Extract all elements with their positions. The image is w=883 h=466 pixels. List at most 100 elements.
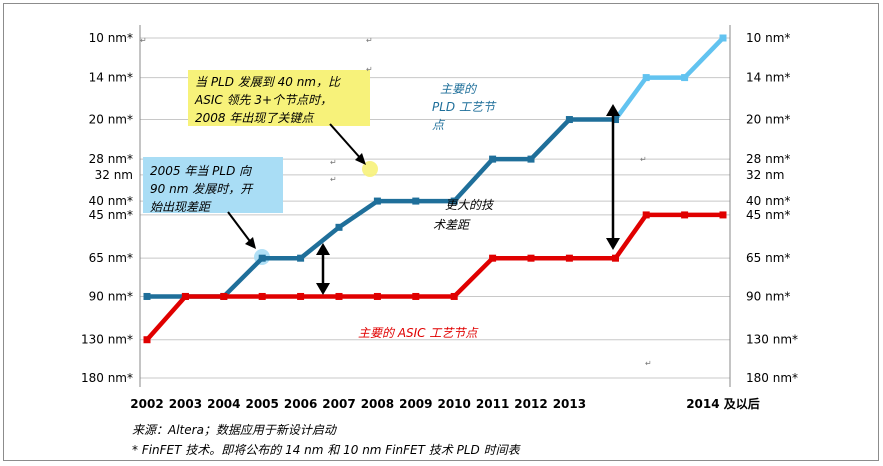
finfet-note: * FinFET 技术。即将公布的 14 nm 和 10 nm FinFET 技… xyxy=(132,443,522,457)
data-point xyxy=(565,116,573,124)
x-tick-label: 2006 xyxy=(284,397,317,411)
y-tick-label-right: 45 nm* xyxy=(746,208,790,222)
series-line-future-0 xyxy=(613,36,725,121)
x-axis-ticks: 2002 2003 2004 2005 2006 2007 2008 2009 2010 2011… xyxy=(130,396,759,411)
para-mark: ↵ xyxy=(330,175,337,184)
x-tick-label: 2014 及以后 xyxy=(686,396,760,411)
data-point xyxy=(611,254,619,262)
data-point xyxy=(373,197,381,205)
para-mark: ↵ xyxy=(366,65,373,74)
callout-2005-box xyxy=(143,157,283,213)
pld-series-label-3: 点 xyxy=(432,118,446,132)
data-point xyxy=(489,254,497,262)
y-tick-label-right: 65 nm* xyxy=(746,251,790,265)
para-mark: ↵ xyxy=(640,155,647,164)
callout-2005-line-2: 90 nm 发展时，开 xyxy=(150,182,254,196)
pld-series-label-1: 主要的 xyxy=(440,82,478,96)
y-tick-label-left: 45 nm* xyxy=(89,208,133,222)
data-point xyxy=(527,155,535,163)
x-tick-label: 2010 xyxy=(437,397,470,411)
y-tick-label-left: 65 nm* xyxy=(89,251,133,265)
y-tick-label-left: 32 nm xyxy=(95,168,133,182)
source-note: 来源：Altera；数据应用于新设计启动 xyxy=(132,423,338,437)
y-tick-label-right: 10 nm* xyxy=(746,31,790,45)
callout-2005-line-3: 始出现差距 xyxy=(150,200,212,214)
pld-series-label-2: PLD 工艺节 xyxy=(432,100,497,114)
data-point xyxy=(143,292,151,300)
data-point xyxy=(565,254,573,262)
data-point xyxy=(297,292,305,300)
data-point xyxy=(297,254,305,262)
data-point xyxy=(412,292,420,300)
x-tick-label: 2007 xyxy=(322,397,355,411)
callout-2008-line-2: ASIC 领先 3+个节点时， xyxy=(194,93,332,107)
y-tick-label-right: 28 nm* xyxy=(746,152,790,166)
data-point xyxy=(489,155,497,163)
callout-2008-line-3: 2008 年出现了关键点 xyxy=(195,111,315,125)
y-tick-label-left: 40 nm* xyxy=(89,194,133,208)
y-tick-label-right: 180 nm* xyxy=(746,371,798,385)
x-tick-label: 2013 xyxy=(553,397,586,411)
y-tick-label-left: 90 nm* xyxy=(89,289,133,303)
data-point xyxy=(719,34,727,42)
data-point xyxy=(527,254,535,262)
data-point xyxy=(335,223,343,231)
y-tick-label-right: 32 nm xyxy=(746,168,784,182)
x-tick-label: 2009 xyxy=(399,397,432,411)
callout-2008-pointer xyxy=(329,123,366,165)
y-axis-right-ticks: 10 nm* 14 nm* 20 nm* 28 nm* 32 nm 40 nm*45 nm… xyxy=(746,31,798,385)
x-tick-label: 2011 xyxy=(476,397,509,411)
x-tick-label: 2012 xyxy=(514,397,547,411)
x-tick-label: 2008 xyxy=(361,397,394,411)
gap-arrow-2007 xyxy=(316,243,330,295)
y-tick-label-right: 20 nm* xyxy=(746,113,790,127)
y-tick-label-right: 14 nm* xyxy=(746,71,790,85)
y-tick-label-left: 180 nm* xyxy=(81,371,133,385)
callout-2005-pointer xyxy=(227,211,256,249)
data-point xyxy=(181,292,189,300)
data-point xyxy=(719,211,727,219)
data-point xyxy=(143,336,151,344)
y-axis-left-ticks: 10 nm* 14 nm* 20 nm* 28 nm* 32 nm 40 nm*45 nm… xyxy=(81,31,133,385)
data-point xyxy=(681,74,689,82)
data-point xyxy=(611,116,619,124)
x-tick-label: 2005 xyxy=(245,397,278,411)
y-tick-label-left: 10 nm* xyxy=(89,31,133,45)
data-point xyxy=(681,211,689,219)
y-tick-label-left: 20 nm* xyxy=(89,113,133,127)
data-point xyxy=(412,197,420,205)
data-point xyxy=(642,74,650,82)
x-tick-label: 2002 xyxy=(130,397,163,411)
data-point xyxy=(450,197,458,205)
y-tick-label-right: 40 nm* xyxy=(746,194,790,208)
para-mark: ↵ xyxy=(330,158,337,167)
y-tick-label-right: 130 nm* xyxy=(746,333,798,347)
chart-frame xyxy=(3,3,879,461)
y-tick-label-left: 28 nm* xyxy=(89,152,133,166)
axes xyxy=(139,25,731,387)
series-line-1 xyxy=(145,212,723,342)
callout-2008-box xyxy=(188,70,370,126)
callout-2005-line-1: 2005 年当 PLD 向 xyxy=(150,164,252,178)
y-tick-label-left: 14 nm* xyxy=(89,71,133,85)
data-point xyxy=(335,292,343,300)
data-point xyxy=(450,292,458,300)
x-tick-label: 2004 xyxy=(207,397,240,411)
data-point xyxy=(373,292,381,300)
asic-series-label: 主要的 ASIC 工艺节点 xyxy=(358,326,479,340)
data-point xyxy=(642,211,650,219)
x-tick-label: 2003 xyxy=(169,397,202,411)
y-tick-label-right: 90 nm* xyxy=(746,289,790,303)
gap-label-2: 术差距 xyxy=(433,218,471,232)
para-mark: ↵ xyxy=(366,36,373,45)
callout-2008-line-1: 当 PLD 发展到 40 nm，比 xyxy=(195,75,341,89)
series-lines xyxy=(143,34,727,344)
gap-arrow-2014 xyxy=(606,104,620,250)
para-mark: ↵ xyxy=(140,36,147,45)
y-tick-label-left: 130 nm* xyxy=(81,333,133,347)
data-point xyxy=(258,292,266,300)
data-point xyxy=(220,292,228,300)
para-mark: ↵ xyxy=(645,359,652,368)
gap-label-1: 更大的技 xyxy=(445,198,495,212)
